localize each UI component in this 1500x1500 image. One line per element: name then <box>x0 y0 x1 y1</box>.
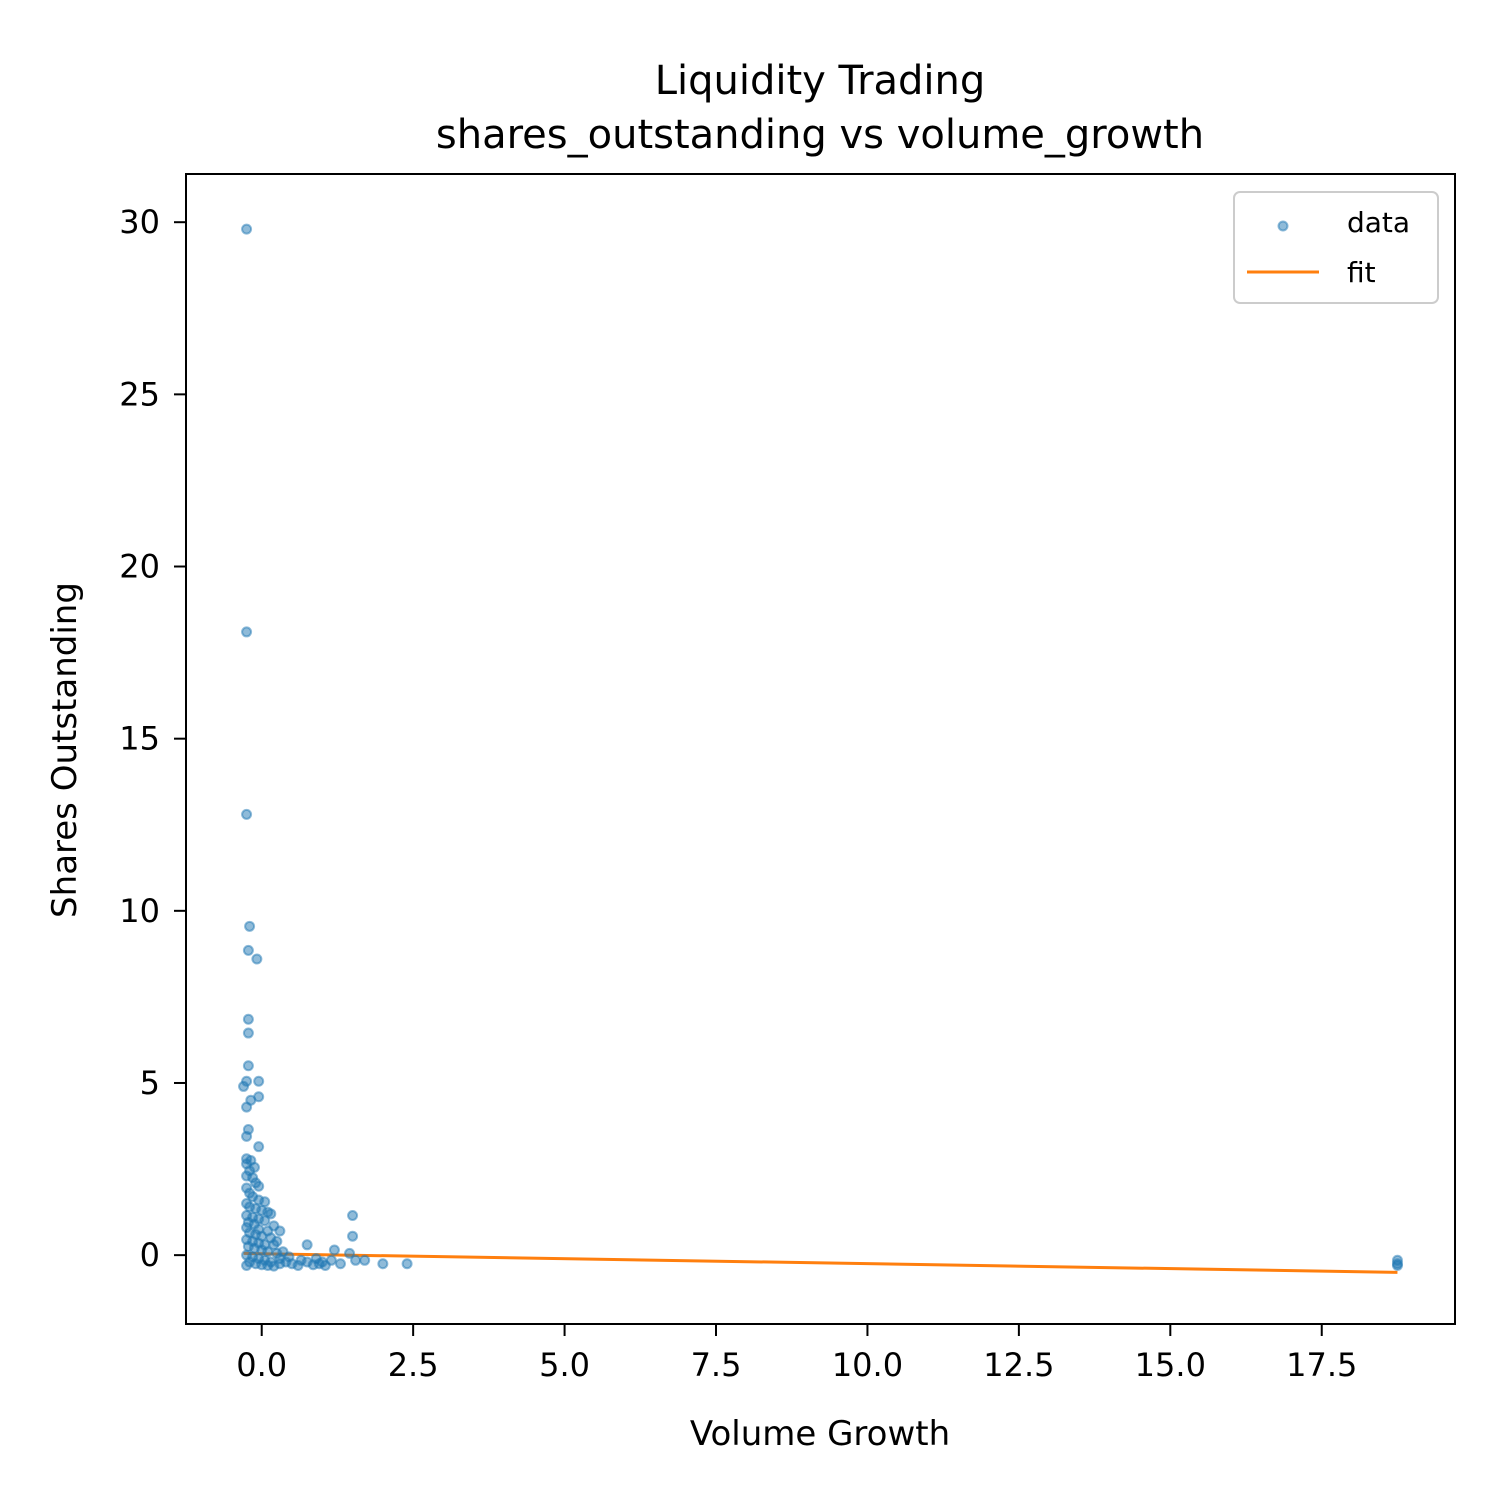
x-axis-label: Volume Growth <box>690 1414 950 1454</box>
data-point <box>259 1215 271 1227</box>
data-point <box>242 1027 254 1039</box>
data-point <box>277 1246 289 1258</box>
data-point <box>377 1258 389 1270</box>
x-tick-label: 0.0 <box>236 1346 287 1384</box>
data-point <box>238 1080 250 1092</box>
y-tick-label: 30 <box>119 203 160 241</box>
y-tick-label: 5 <box>140 1064 160 1102</box>
data-point <box>316 1256 328 1268</box>
data-point <box>241 1101 253 1113</box>
data-point <box>251 953 263 965</box>
data-point <box>347 1230 359 1242</box>
data-point <box>301 1239 313 1251</box>
plot-area <box>185 173 1456 1325</box>
data-point <box>344 1247 356 1259</box>
data-point <box>271 1235 283 1247</box>
data-point <box>244 920 256 932</box>
data-point <box>253 1075 265 1087</box>
data-point <box>242 944 254 956</box>
data-point <box>253 1180 265 1192</box>
x-tick-label: 2.5 <box>388 1346 439 1384</box>
fit-line <box>243 1251 1398 1274</box>
data-points-layer <box>238 223 1403 1272</box>
x-tick-label: 15.0 <box>1135 1346 1206 1384</box>
legend-box <box>1233 191 1439 304</box>
x-tick-label: 7.5 <box>691 1346 742 1384</box>
data-point <box>274 1225 286 1237</box>
data-point <box>241 1130 253 1142</box>
y-axis: 0 5 10 15 20 25 30 <box>119 203 186 1274</box>
plot-frame <box>185 173 1456 1325</box>
data-point <box>268 1260 280 1272</box>
data-point <box>242 1060 254 1072</box>
y-axis-label: Shares Outstanding <box>45 582 85 918</box>
data-point <box>241 223 253 235</box>
data-point <box>295 1254 307 1266</box>
data-point <box>347 1210 359 1222</box>
y-tick-label: 20 <box>119 548 160 586</box>
x-tick-label: 12.5 <box>983 1346 1054 1384</box>
chart-subtitle: shares_outstanding vs volume_growth <box>436 112 1204 158</box>
legend-fit-label: fit <box>1347 256 1376 289</box>
legend-data-marker <box>1277 220 1289 232</box>
y-tick-label: 0 <box>140 1236 160 1274</box>
data-point <box>1391 1259 1403 1271</box>
legend-data-label: data <box>1347 206 1410 239</box>
data-point <box>334 1258 346 1270</box>
x-tick-label: 17.5 <box>1286 1346 1357 1384</box>
data-point <box>359 1254 371 1266</box>
data-point <box>401 1258 413 1270</box>
data-point <box>350 1254 362 1266</box>
data-point <box>265 1208 277 1220</box>
x-tick-label: 5.0 <box>539 1346 590 1384</box>
y-tick-label: 25 <box>119 375 160 413</box>
y-tick-label: 10 <box>119 892 160 930</box>
data-point <box>328 1244 340 1256</box>
legend: data fit <box>1233 191 1439 304</box>
x-axis: 0.0 2.5 5.0 7.5 10.0 12.5 15.0 17.5 <box>236 1324 1357 1384</box>
data-point <box>253 1141 265 1153</box>
data-point <box>325 1254 337 1266</box>
chart-title: Liquidity Trading <box>655 58 986 104</box>
fit-line-layer <box>243 1251 1398 1274</box>
data-point <box>241 1259 253 1271</box>
x-tick-label: 10.0 <box>832 1346 903 1384</box>
data-point <box>241 626 253 638</box>
y-tick-label: 15 <box>119 720 160 758</box>
data-point <box>242 1013 254 1025</box>
data-point <box>241 808 253 820</box>
